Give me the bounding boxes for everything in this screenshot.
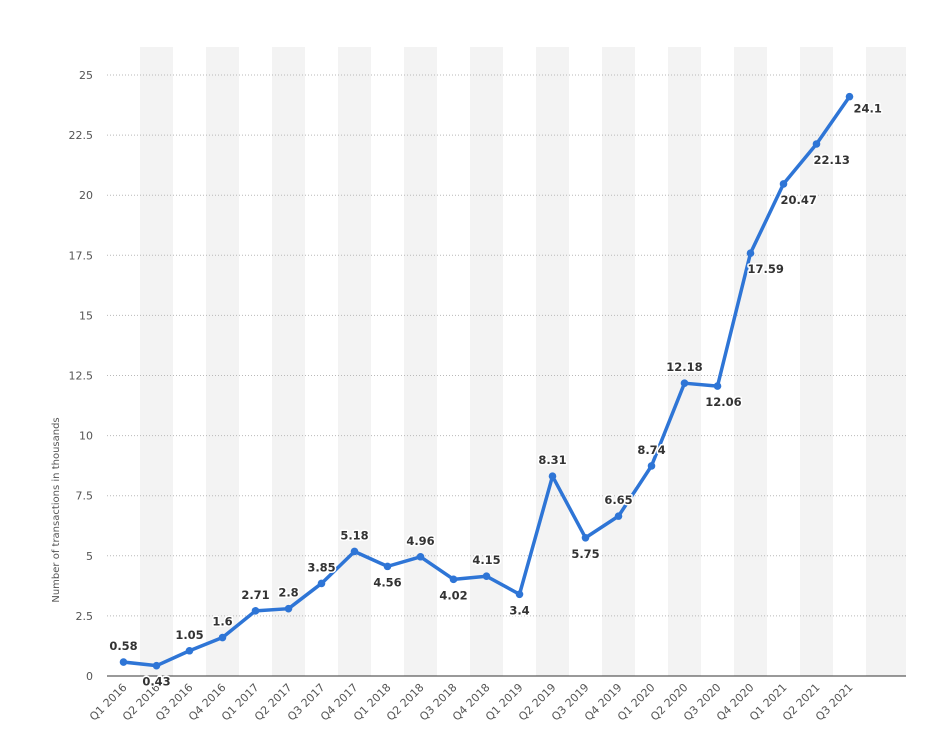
data-label: 6.65 <box>604 493 632 507</box>
grid-lines <box>107 74 906 617</box>
data-point <box>845 92 854 101</box>
data-label: 1.05 <box>175 628 203 642</box>
data-label: 4.02 <box>439 588 467 602</box>
data-point <box>284 604 293 613</box>
data-label: 2.71 <box>241 588 269 602</box>
data-label: 0.58 <box>109 639 137 653</box>
category-band <box>866 47 906 676</box>
data-point <box>548 472 557 481</box>
y-tick-labels: 0 2.5 5 7.5 10 12.5 15 17.5 20 22.5 25 <box>69 69 94 683</box>
data-label: 22.13 <box>814 153 850 167</box>
data-label: 8.31 <box>538 453 566 467</box>
data-label: 0.43 <box>142 675 170 689</box>
data-point <box>812 140 821 148</box>
data-point <box>779 180 788 188</box>
data-label: 4.15 <box>472 553 500 567</box>
data-point <box>680 379 689 387</box>
data-point <box>482 572 491 581</box>
data-label: 24.1 <box>854 102 882 116</box>
y-tick-label: 25 <box>79 69 93 82</box>
data-label: 4.56 <box>373 575 401 589</box>
category-band <box>404 47 437 676</box>
data-point <box>713 382 722 390</box>
category-band <box>602 47 635 676</box>
data-point <box>152 661 161 670</box>
category-bands <box>140 47 906 676</box>
y-tick-label: 22.5 <box>69 129 94 142</box>
data-point <box>317 579 326 588</box>
data-point <box>218 633 227 642</box>
y-tick-label: 5 <box>86 550 93 563</box>
data-label: 5.75 <box>571 547 599 561</box>
data-point <box>746 249 755 257</box>
data-label: 1.6 <box>212 615 232 629</box>
data-label: 17.59 <box>748 262 784 276</box>
category-band <box>734 47 767 676</box>
y-tick-label: 0 <box>86 670 93 683</box>
data-point <box>515 590 524 599</box>
category-band <box>272 47 305 676</box>
data-label: 3.4 <box>509 603 529 617</box>
category-band <box>470 47 503 676</box>
category-band <box>668 47 701 676</box>
y-tick-label: 15 <box>79 309 93 322</box>
data-label: 12.06 <box>705 395 741 409</box>
category-band <box>206 47 239 676</box>
y-tick-label: 7.5 <box>76 490 94 503</box>
data-point <box>185 646 194 655</box>
data-labels: 0.58 0.43 1.05 1.6 2.71 2.8 3.85 5.18 4.56 4.96 4.… <box>108 100 884 690</box>
data-point <box>119 658 128 666</box>
y-axis-title: Number of transactions in thousands <box>51 417 62 602</box>
y-tick-label: 10 <box>79 430 93 443</box>
data-point <box>614 512 623 520</box>
series-transactions <box>119 92 854 670</box>
category-band <box>800 47 833 676</box>
y-tick-label: 2.5 <box>76 610 94 623</box>
category-band <box>338 47 371 676</box>
data-point <box>449 575 458 584</box>
data-label: 4.96 <box>406 534 434 548</box>
data-point <box>647 462 656 470</box>
data-label: 2.8 <box>278 586 298 600</box>
data-label: 5.18 <box>340 528 368 542</box>
data-point <box>383 562 392 571</box>
data-point <box>581 533 590 542</box>
data-label: 3.85 <box>307 560 335 574</box>
data-point <box>416 552 425 561</box>
y-tick-label: 20 <box>79 189 93 202</box>
category-band <box>536 47 569 676</box>
data-point <box>251 607 260 615</box>
data-point <box>350 547 359 556</box>
data-label: 20.47 <box>781 193 817 207</box>
y-tick-label: 17.5 <box>69 249 94 262</box>
category-band <box>140 47 173 676</box>
data-label: 8.74 <box>637 443 665 457</box>
data-label: 12.18 <box>666 360 702 374</box>
y-tick-label: 12.5 <box>69 370 94 383</box>
